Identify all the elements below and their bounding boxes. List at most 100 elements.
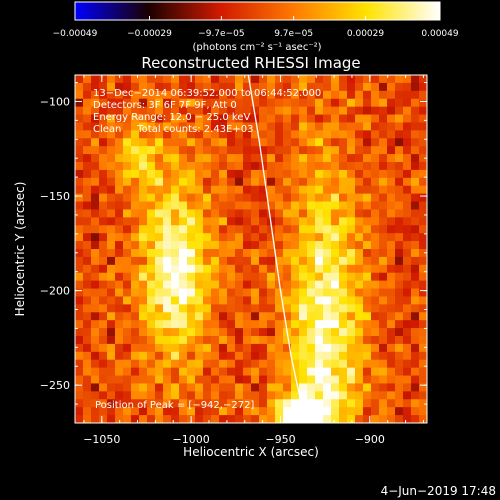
image-pixel [155,249,164,258]
image-pixel [323,82,332,92]
image-pixel [323,185,332,195]
image-pixel [123,138,132,147]
image-pixel [379,162,388,171]
image-pixel [219,217,228,226]
image-pixel [315,383,324,392]
image-pixel [259,407,268,416]
image-pixel [371,169,380,179]
image-pixel [339,106,348,116]
y-tick-label: −100 [40,95,70,108]
image-pixel [147,75,156,84]
image-pixel [323,328,332,337]
image-pixel [395,225,404,234]
image-pixel [259,288,268,298]
image-pixel [83,280,92,290]
image-pixel [203,367,212,377]
image-pixel [315,114,324,124]
image-pixel [315,272,324,282]
image-pixel [131,201,140,211]
image-pixel [291,114,300,124]
image-pixel [187,225,196,234]
image-pixel [107,233,116,242]
image-pixel [123,146,132,155]
image-pixel [131,90,140,100]
image-pixel [83,336,92,345]
image-pixel [203,146,212,155]
image-pixel [139,122,148,131]
image-pixel [419,169,427,179]
image-pixel [299,272,308,282]
image-pixel [123,256,132,266]
image-pixel [355,367,364,377]
image-pixel [347,415,356,423]
image-pixel [315,320,324,329]
image-pixel [171,130,180,139]
image-pixel [83,312,92,321]
image-pixel [211,217,220,226]
image-pixel [219,272,228,282]
image-pixel [131,130,140,139]
image-pixel [259,328,268,337]
image-pixel [419,367,427,377]
image-pixel [323,375,332,385]
image-pixel [403,312,412,321]
image-pixel [379,233,388,242]
image-pixel [347,399,356,408]
image-pixel [163,154,172,163]
image-pixel [99,399,108,408]
image-pixel [315,336,324,345]
image-pixel [147,304,156,313]
image-pixel [139,399,148,408]
image-pixel [347,146,356,155]
image-pixel [395,415,404,423]
image-pixel [203,304,212,313]
image-pixel [139,233,148,242]
image-pixel [227,367,236,377]
image-pixel [139,75,148,84]
image-pixel [83,249,92,258]
image-pixel [251,201,260,211]
image-pixel [227,399,236,408]
image-pixel [395,391,404,400]
image-pixel [315,391,324,400]
image-pixel [211,82,220,92]
image-pixel [363,90,372,100]
image-pixel [91,375,100,385]
image-pixel [403,177,412,187]
image-pixel [131,272,140,282]
image-pixel [227,185,236,195]
image-pixel [99,375,108,385]
image-pixel [139,312,148,321]
image-pixel [355,407,364,416]
image-pixel [355,114,364,124]
image-pixel [411,256,420,266]
image-pixel [171,146,180,155]
image-pixel [123,367,132,377]
image-pixel [387,154,396,163]
image-pixel [395,122,404,131]
image-pixel [219,201,228,211]
image-pixel [347,98,356,108]
x-tick-label: −900 [355,433,385,446]
image-pixel [291,336,300,345]
image-pixel [91,185,100,195]
image-pixel [291,280,300,290]
image-pixel [115,90,124,100]
image-pixel [363,169,372,179]
image-pixel [323,304,332,313]
image-pixel [395,304,404,313]
image-pixel [299,217,308,226]
image-pixel [227,154,236,163]
image-pixel [275,320,284,329]
image-pixel [299,106,308,116]
image-pixel [147,256,156,266]
image-pixel [259,169,268,179]
annotation-detectors: Detectors: 3F 6F 7F 9F, Att 0 [93,100,237,111]
image-pixel [411,82,420,92]
image-pixel [403,296,412,305]
image-pixel [315,146,324,155]
image-pixel [139,98,148,108]
image-pixel [83,328,92,337]
image-pixel [195,320,204,329]
image-pixel [299,154,308,163]
